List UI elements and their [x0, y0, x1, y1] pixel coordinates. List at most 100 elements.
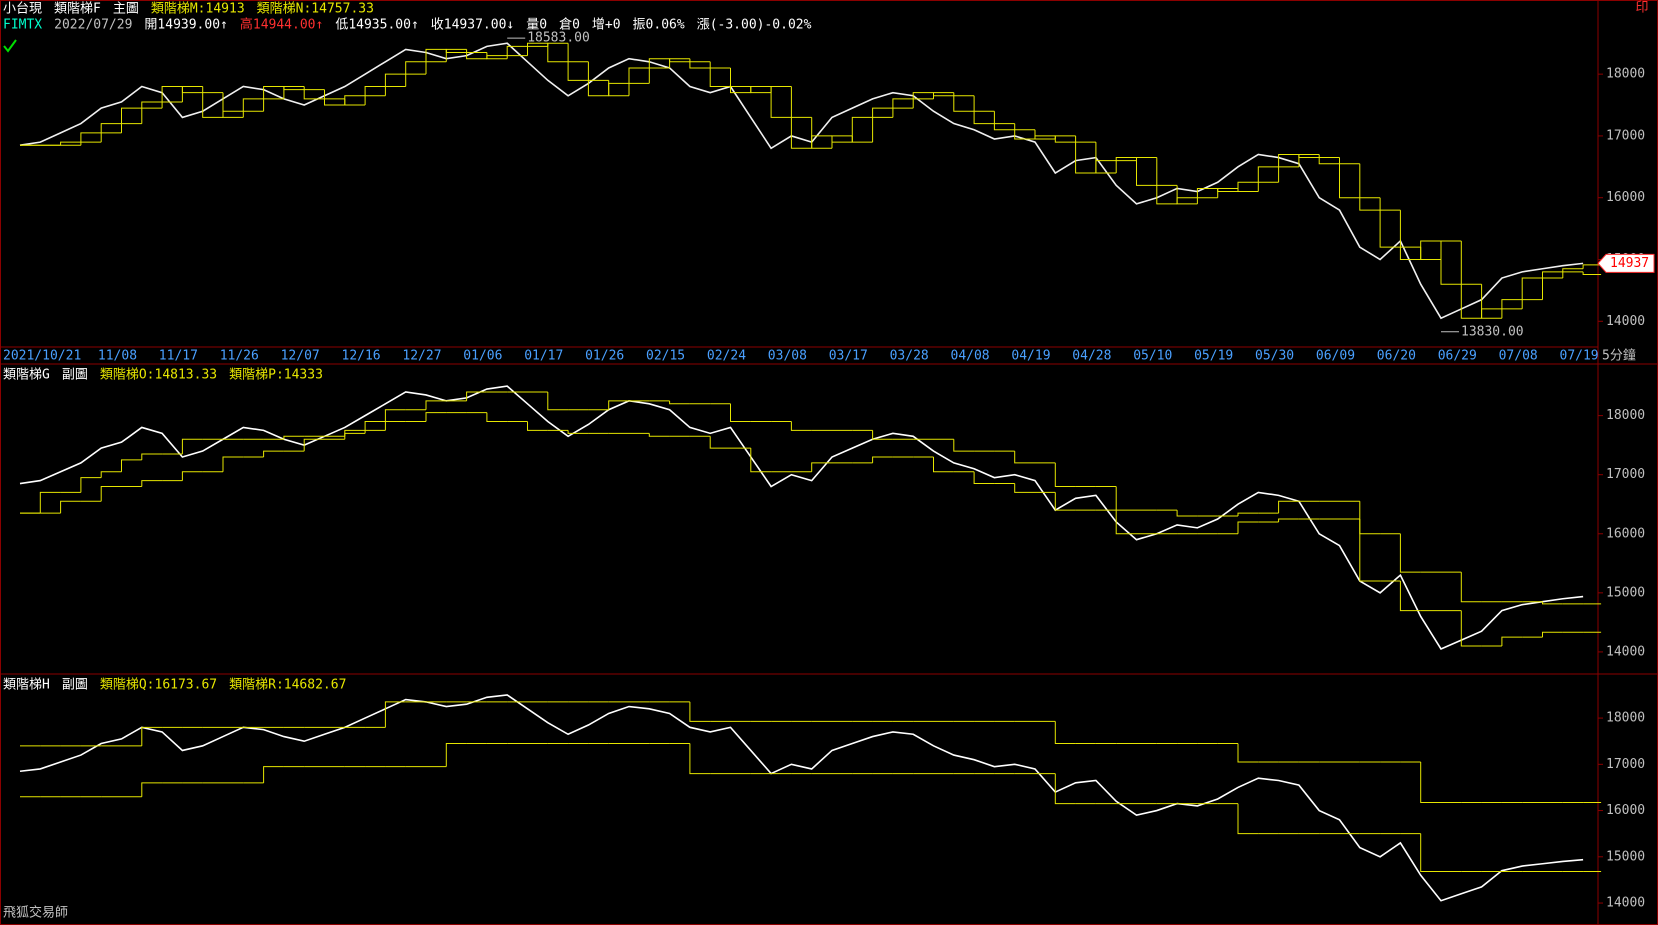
step-line	[141, 453, 163, 460]
step-line	[1481, 284, 1502, 319]
step-line	[1420, 247, 1441, 260]
step-line	[202, 86, 223, 94]
step-line	[141, 480, 163, 487]
step-line	[587, 80, 609, 97]
step-line	[1521, 277, 1543, 300]
step-line	[872, 107, 893, 118]
y-tick-label: 17000	[1606, 757, 1645, 772]
step-line	[1075, 135, 1096, 143]
step-line	[669, 58, 690, 68]
step-line	[1176, 185, 1198, 205]
step-line	[608, 400, 629, 410]
quote-field: 漲(-3.00)-0.02%	[697, 18, 812, 33]
step-line	[1399, 247, 1421, 260]
step-line	[1014, 451, 1035, 464]
x-tick-label: 11/17	[159, 349, 198, 364]
last-price-tag	[1597, 253, 1655, 273]
step-line	[973, 471, 995, 485]
step-line	[933, 456, 954, 473]
step-line	[384, 86, 406, 96]
step-line	[425, 48, 447, 62]
step-line	[790, 117, 812, 149]
step-line	[750, 86, 772, 94]
y-tick-label: 18000	[1606, 408, 1645, 423]
step-line	[547, 42, 569, 47]
quote-field: 倉0	[559, 18, 580, 33]
x-tick-label: 05/19	[1194, 349, 1233, 364]
y-tick-label: 16000	[1606, 190, 1645, 205]
step-line	[141, 101, 163, 109]
step-line	[100, 132, 122, 143]
step-line	[263, 450, 284, 457]
step-line	[872, 430, 893, 440]
price-line	[19, 694, 1584, 902]
x-tick-label: 01/26	[585, 349, 624, 364]
step-line	[80, 477, 102, 493]
step-line	[1014, 123, 1035, 131]
step-line	[1359, 163, 1381, 199]
panel-header: 小台現	[3, 2, 42, 17]
step-line	[567, 43, 589, 63]
step-line	[993, 111, 1015, 125]
y-tick-label: 17000	[1606, 467, 1645, 482]
step-line	[689, 58, 711, 63]
step-line	[1379, 197, 1401, 211]
x-tick-label: 06/20	[1377, 349, 1416, 364]
step-line	[1136, 157, 1157, 161]
step-line	[628, 82, 650, 96]
step-line	[709, 67, 731, 87]
step-line	[466, 52, 487, 60]
step-line	[730, 86, 751, 94]
step-line	[1399, 533, 1421, 573]
y-tick-label: 14000	[1606, 314, 1645, 329]
y-tick-label: 16000	[1606, 803, 1645, 818]
step-line	[1542, 601, 1563, 605]
quote-field: 2022/07/29	[54, 18, 132, 33]
price-line	[19, 42, 1584, 320]
step-line	[790, 421, 812, 431]
step-line	[263, 766, 284, 783]
step-line	[283, 86, 305, 99]
x-tick-label: 04/08	[951, 349, 990, 364]
x-tick-label: 03/17	[829, 349, 868, 364]
step-line	[1318, 154, 1340, 159]
step-line	[709, 436, 731, 449]
panel-header: 主圖	[113, 2, 139, 17]
step-line	[1521, 299, 1543, 309]
step-line	[1582, 264, 1602, 269]
step-line	[1542, 277, 1563, 300]
step-line	[730, 403, 751, 423]
panel-header: 副圖	[62, 678, 88, 693]
step-line	[1460, 284, 1482, 319]
step-line	[1217, 187, 1238, 198]
step-line	[80, 132, 102, 143]
step-line	[872, 116, 893, 143]
legend-entry: 類階梯R:14682.67	[229, 678, 346, 693]
step-line	[1196, 187, 1218, 198]
step-line	[953, 92, 975, 97]
step-line	[364, 86, 386, 96]
step-line	[1115, 510, 1137, 535]
step-line	[1359, 519, 1381, 582]
step-line	[486, 412, 508, 423]
step-line	[953, 439, 975, 452]
step-line	[851, 116, 873, 143]
step-line	[648, 67, 670, 84]
step-line	[1237, 512, 1259, 517]
step-line	[1075, 142, 1096, 174]
step-line	[1562, 268, 1584, 272]
panel-header: 副圖	[62, 368, 88, 383]
step-line	[222, 92, 244, 118]
step-line	[1318, 157, 1340, 165]
step-line	[811, 462, 832, 472]
step-line	[60, 141, 81, 146]
step-line	[283, 435, 305, 440]
quote-field: 開14939.00↑	[144, 18, 227, 33]
step-line	[121, 459, 142, 472]
step-line	[811, 117, 832, 149]
quote-field: FIMTX	[3, 18, 42, 33]
step-line	[384, 409, 406, 422]
step-line	[1278, 500, 1299, 514]
print-button[interactable]: 印	[1635, 1, 1648, 16]
x-tick-label: 12/16	[342, 349, 381, 364]
